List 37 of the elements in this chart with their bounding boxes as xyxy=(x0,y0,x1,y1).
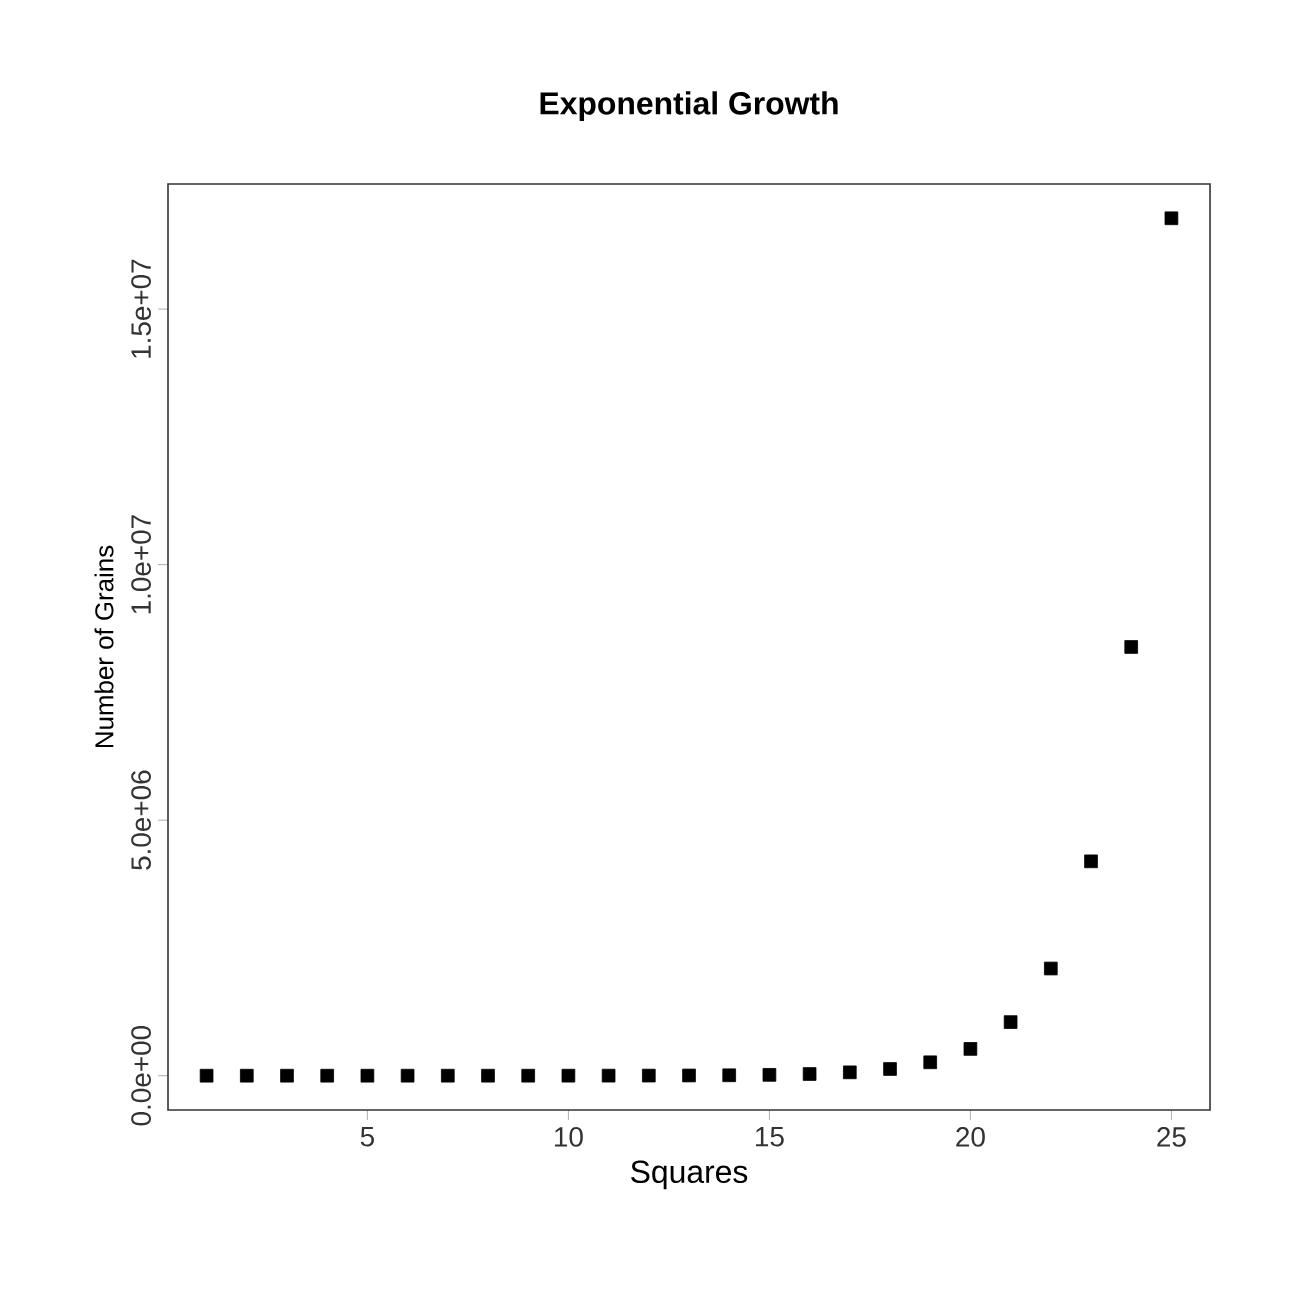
point xyxy=(843,1065,857,1080)
point xyxy=(642,1068,656,1083)
y-tick-label: 0.0e+00 xyxy=(131,1025,151,1126)
point xyxy=(481,1068,495,1083)
point xyxy=(923,1055,938,1070)
point xyxy=(802,1067,817,1081)
point xyxy=(280,1068,294,1083)
point xyxy=(360,1068,375,1083)
y-tick-label: 5.0e+06 xyxy=(131,770,151,870)
chart-title: Exponential Growth xyxy=(540,91,838,121)
point xyxy=(441,1068,455,1083)
point xyxy=(1164,211,1179,226)
x-tick-label: 25 xyxy=(1157,1127,1186,1147)
y-tick-label: 1.0e+07 xyxy=(131,515,151,614)
point xyxy=(1084,854,1098,869)
point xyxy=(682,1068,696,1083)
point xyxy=(1003,1015,1018,1029)
point xyxy=(561,1068,576,1083)
point xyxy=(1124,640,1139,654)
x-tick-label: 20 xyxy=(956,1127,985,1147)
x-tick-label: 5 xyxy=(360,1127,374,1147)
x-tick-label: 15 xyxy=(756,1127,784,1147)
point xyxy=(240,1068,254,1083)
point xyxy=(320,1068,334,1083)
point xyxy=(963,1042,978,1056)
x-tick-label: 10 xyxy=(555,1127,583,1147)
point xyxy=(762,1068,777,1082)
y-tick-label: 1.5e+07 xyxy=(131,259,151,358)
point xyxy=(722,1068,737,1083)
point xyxy=(601,1068,616,1083)
point xyxy=(521,1068,535,1083)
point xyxy=(1044,961,1058,976)
point xyxy=(883,1062,897,1076)
x-axis-title: Squares xyxy=(631,1160,748,1190)
point xyxy=(400,1068,415,1083)
point xyxy=(199,1068,214,1083)
y-axis-title: Number of Grains xyxy=(94,545,114,748)
